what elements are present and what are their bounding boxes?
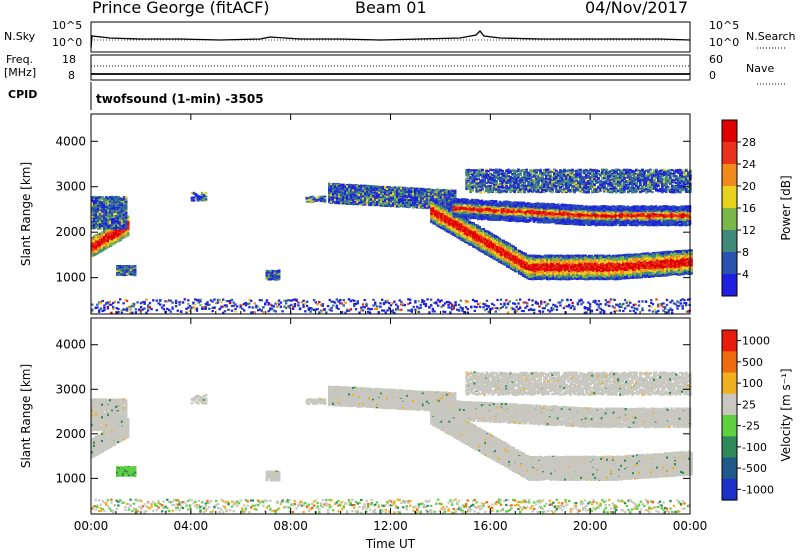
power-cell [127, 230, 130, 232]
noise-panel-frame [91, 22, 690, 52]
power-heatmap [91, 114, 693, 314]
freq-panel-frame [91, 55, 690, 80]
noise-trace [91, 31, 690, 48]
power-cell [127, 234, 130, 236]
power-cell [113, 243, 116, 245]
